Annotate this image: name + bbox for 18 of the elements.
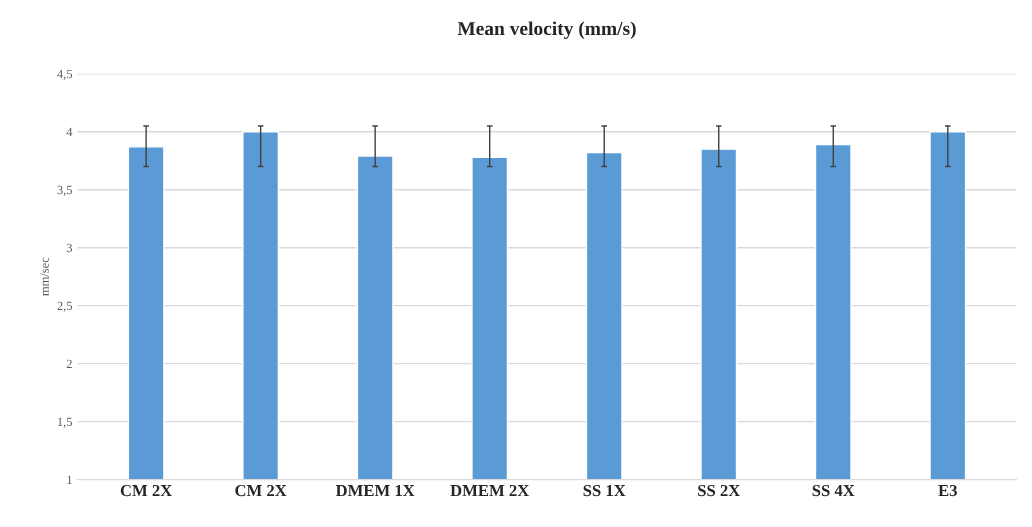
x-tick-label: E3 [938, 484, 957, 497]
x-tick-label: SS 1X [583, 484, 626, 497]
x-tick-label: SS 4X [812, 484, 855, 497]
x-tick-label: DMEM 2X [450, 484, 530, 497]
y-tick-label: 2,5 [57, 301, 73, 312]
x-tick-label: CM 2X [235, 484, 287, 497]
chart-title: Mean velocity (mm/s) [457, 21, 636, 40]
y-tick-label: 4 [66, 127, 73, 137]
y-tick-label: 3 [66, 243, 73, 253]
y-tick-label: 2 [66, 359, 72, 368]
y-tick-label: 3,5 [57, 185, 73, 196]
y-axis-title: mm/sec [40, 257, 49, 296]
y-tick-label: 4,5 [57, 69, 73, 81]
y-tick-label: 1 [67, 475, 72, 484]
x-tick-label: DMEM 1X [335, 484, 415, 497]
y-tick-label: 1,5 [58, 417, 73, 428]
x-tick-label: SS 2X [698, 484, 741, 497]
x-tick-label: CM 2X [120, 484, 173, 497]
